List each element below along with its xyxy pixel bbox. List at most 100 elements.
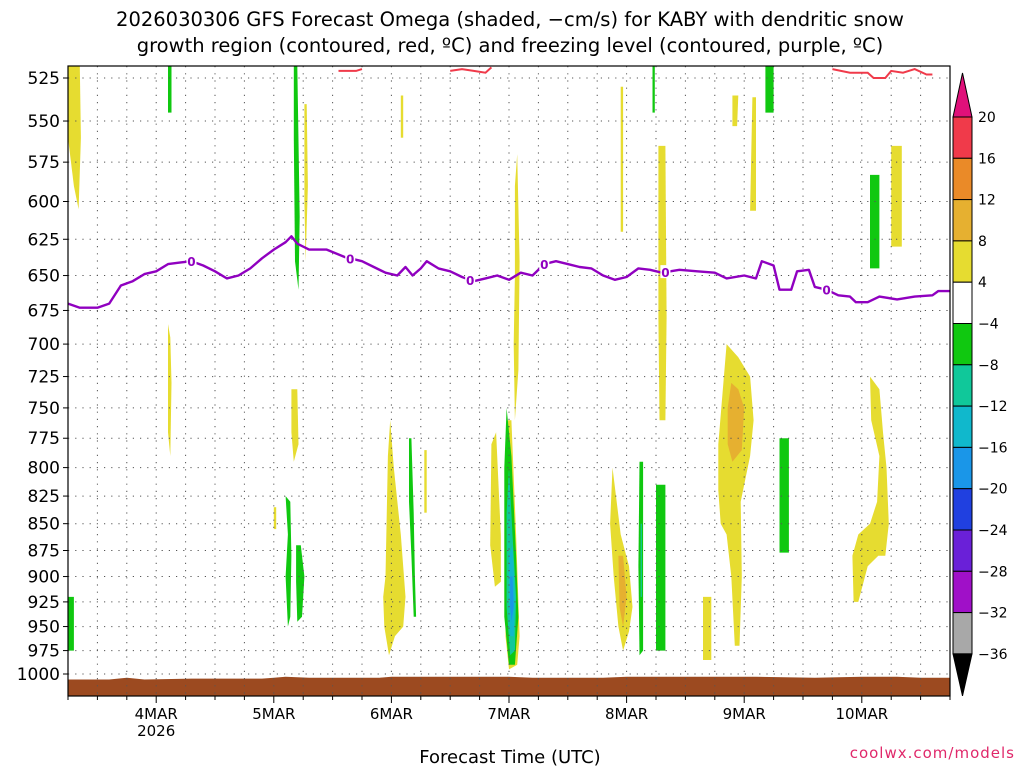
x-tick-label-4MAR: 4MAR [135,705,178,723]
freezing-label-bg-2 [465,272,476,286]
colorbar-label-0: 20 [978,110,996,126]
omega-region-15 [291,389,299,462]
y-tick-label-650: 650 [28,267,60,287]
colorbar-bin-4 [952,281,973,325]
colorbar-label-4: 4 [978,275,987,291]
omega-region-32 [656,484,666,651]
dgz-contour [338,66,933,79]
omega-region-13 [891,145,902,247]
freezing-label-bg-0 [186,254,197,268]
omega-region-27 [510,576,514,622]
colorbar-top-arrow [952,72,973,118]
colorbar-bin-7 [952,405,973,448]
colorbar-label-1: 16 [978,151,996,167]
y-axis-ticks: 525 550 575 600 625 650 675 700 725 750 775 800 825 8… [17,69,68,685]
omega-region-4 [400,95,404,138]
y-tick-label-775: 775 [28,429,60,449]
omega-region-22 [490,432,501,587]
omega-region-14 [168,324,172,456]
colorbar-bottom-arrow [952,653,973,697]
freezing-label-0: 0 [187,255,195,269]
chart-title-line1: 2026030306 GFS Forecast Omega (shaded, −… [116,8,904,31]
freezing-label-bg-4 [660,265,671,279]
freezing-label-3: 0 [540,258,548,272]
omega-region-7 [658,145,667,421]
omega-region-34 [718,344,754,646]
freezing-label-bg-3 [539,257,550,271]
colorbar-label-9: −20 [978,482,1008,498]
omega-region-0 [68,66,81,210]
colorbar-label-3: 8 [978,234,987,250]
colorbar-label-5: −4 [978,317,999,333]
freezing-label-bg-5 [821,282,832,296]
omega-region-9 [750,97,756,211]
omega-region-11 [652,66,655,113]
colorbar-label-6: −8 [978,358,999,374]
x-tick-label-6MAR: 6MAR [370,705,413,723]
freezing-level-line [67,235,950,309]
colorbar-bin-8 [952,446,973,490]
freezing-level-contour: 0 0 0 0 0 0 [67,235,950,309]
y-tick-label-800: 800 [28,459,60,479]
y-tick-label-850: 850 [28,515,60,535]
colorbar-bin-10 [952,529,973,572]
colorbar-label-8: −16 [978,440,1008,456]
omega-region-3 [304,104,308,262]
omega-region-16 [273,507,277,530]
freezing-label-4: 0 [661,266,669,280]
colorbar-label-2: 12 [978,193,996,209]
freezing-label-bg-1 [345,251,356,265]
x-tick-sublabel-4MAR: 2026 [137,722,175,740]
omega-region-1 [168,66,172,113]
omega-region-29 [618,555,627,627]
omega-shading [68,66,902,670]
y-tick-label-1000: 1000 [17,665,60,685]
colorbar: 20 16 12 8 4 −4 −8 −12 −16 −20 −24 −28 −32 −36 [952,72,1008,697]
omega-region-21 [424,450,427,513]
y-tick-label-575: 575 [28,153,60,173]
omega-region-31 [640,523,642,597]
omega-region-37 [852,376,889,602]
dgz-segment-2 [832,68,933,79]
colorbar-bin-12 [952,612,973,655]
omega-region-19 [383,420,406,656]
omega-region-33 [703,596,712,660]
omega-region-8 [732,95,739,127]
omega-region-17 [285,496,292,627]
y-tick-label-725: 725 [28,368,60,388]
x-tick-label-7MAR: 7MAR [487,705,530,723]
omega-region-18 [296,545,305,622]
colorbar-bin-11 [952,570,973,614]
y-tick-label-900: 900 [28,568,60,588]
y-tick-label-750: 750 [28,399,60,419]
colorbar-label-12: −32 [978,606,1008,622]
omega-region-36 [779,438,789,553]
credit-text[interactable]: coolwx.com/models [850,744,1015,762]
omega-region-2 [293,66,300,290]
y-tick-label-875: 875 [28,541,60,561]
colorbar-label-13: −36 [978,647,1008,663]
plot-area: 0 0 0 0 0 0 [67,65,951,697]
colorbar-bin-5 [952,323,973,366]
omega-region-20 [409,438,417,617]
colorbar-bin-1 [952,157,973,201]
y-tick-label-825: 825 [28,487,60,507]
x-tick-label-5MAR: 5MAR [252,705,295,723]
x-tick-label-10MAR: 10MAR [835,705,888,723]
omega-region-10 [765,66,774,113]
y-tick-label-600: 600 [28,193,60,213]
dgz-segment-0 [338,68,363,72]
y-tick-label-700: 700 [28,335,60,355]
omega-region-12 [870,174,880,269]
colorbar-label-7: −12 [978,399,1008,415]
gridlines [68,66,950,696]
colorbar-bin-3 [952,240,973,283]
freezing-label-5: 0 [822,284,830,298]
y-tick-label-550: 550 [28,112,60,132]
colorbar-bin-9 [952,488,973,531]
freezing-label-2: 0 [466,274,474,288]
y-tick-label-925: 925 [28,593,60,613]
y-tick-label-975: 975 [28,642,60,662]
